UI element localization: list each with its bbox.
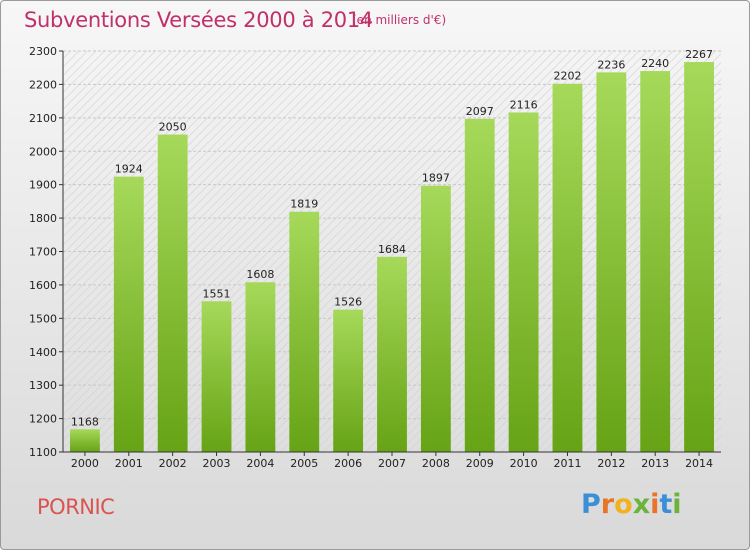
logo-letter: P <box>581 489 601 520</box>
y-tick-label: 1700 <box>29 246 57 259</box>
logo-letter: i <box>650 489 660 520</box>
bar <box>377 256 407 452</box>
bar-value-label: 1819 <box>290 198 318 211</box>
x-tick-label: 2012 <box>597 457 625 470</box>
y-tick-label: 2300 <box>29 45 57 58</box>
x-tick-label: 2007 <box>378 457 406 470</box>
bar <box>420 185 451 452</box>
bar-value-label: 2236 <box>597 58 625 71</box>
bar-value-label: 1608 <box>246 268 274 281</box>
y-tick-label: 1100 <box>29 446 57 459</box>
bar <box>245 282 276 452</box>
bar-value-label: 2116 <box>510 98 538 111</box>
y-tick-label: 1200 <box>29 413 57 426</box>
bar <box>684 62 714 453</box>
bar <box>464 118 495 453</box>
y-tick-label: 1800 <box>29 212 57 225</box>
y-tick-label: 1600 <box>29 279 57 292</box>
bar <box>552 83 583 452</box>
x-tick-label: 2010 <box>510 457 538 470</box>
chart-title: Subventions Versées 2000 à 2014 <box>24 8 373 32</box>
x-tick-label: 2006 <box>334 457 362 470</box>
bar-value-label: 2267 <box>685 48 713 61</box>
x-tick-label: 2011 <box>553 457 581 470</box>
bar <box>70 429 100 452</box>
bar-value-label: 2240 <box>641 57 669 70</box>
y-tick-label: 1900 <box>29 179 57 192</box>
bar-value-label: 1924 <box>115 163 143 176</box>
bar-value-label: 2050 <box>159 121 187 134</box>
x-tick-label: 2000 <box>71 457 99 470</box>
x-tick-label: 2014 <box>685 457 713 470</box>
logo-letter: x <box>632 489 651 520</box>
bar-value-label: 2097 <box>466 105 494 118</box>
x-tick-label: 2008 <box>422 457 450 470</box>
x-tick-label: 2003 <box>203 457 231 470</box>
x-tick-label: 2009 <box>466 457 494 470</box>
proxiti-logo[interactable]: Proxiti <box>581 489 682 520</box>
bar-value-label: 1684 <box>378 243 406 256</box>
chart-subtitle: (en milliers d'€) <box>352 13 447 27</box>
logo-letter: r <box>600 489 615 520</box>
bar <box>157 134 188 452</box>
x-tick-label: 2013 <box>641 457 669 470</box>
bar <box>596 72 627 453</box>
y-tick-label: 2100 <box>29 112 57 125</box>
bar <box>289 211 320 452</box>
bar-value-label: 2202 <box>553 70 581 83</box>
y-tick-label: 1500 <box>29 312 57 325</box>
x-tick-label: 2001 <box>115 457 143 470</box>
bar <box>113 176 144 452</box>
bar-value-label: 1526 <box>334 296 362 309</box>
bar <box>201 301 232 452</box>
x-tick-label: 2004 <box>246 457 274 470</box>
logo-letter: t <box>659 489 673 520</box>
x-tick-label: 2002 <box>159 457 187 470</box>
logo-letter: i <box>672 489 682 520</box>
bar-value-label: 1168 <box>71 415 99 428</box>
y-tick-label: 1300 <box>29 379 57 392</box>
bar <box>508 112 539 452</box>
x-tick-label: 2005 <box>290 457 318 470</box>
y-tick-label: 2000 <box>29 145 57 158</box>
y-tick-label: 2200 <box>29 78 57 91</box>
axes: 1100 1200 1300 1400 1500 1600 1700 1800 1900 2000… <box>29 45 721 470</box>
commune-name: PORNIC <box>37 495 115 519</box>
bar <box>333 309 364 452</box>
logo-letter: o <box>614 489 633 520</box>
bar-value-label: 1551 <box>203 287 231 300</box>
bar <box>640 71 671 453</box>
bars: 1168 1924 2050 1551 1608 1819 1526 1684 1897 2097… <box>70 48 714 453</box>
y-tick-label: 1400 <box>29 346 57 359</box>
bar-value-label: 1897 <box>422 172 450 185</box>
